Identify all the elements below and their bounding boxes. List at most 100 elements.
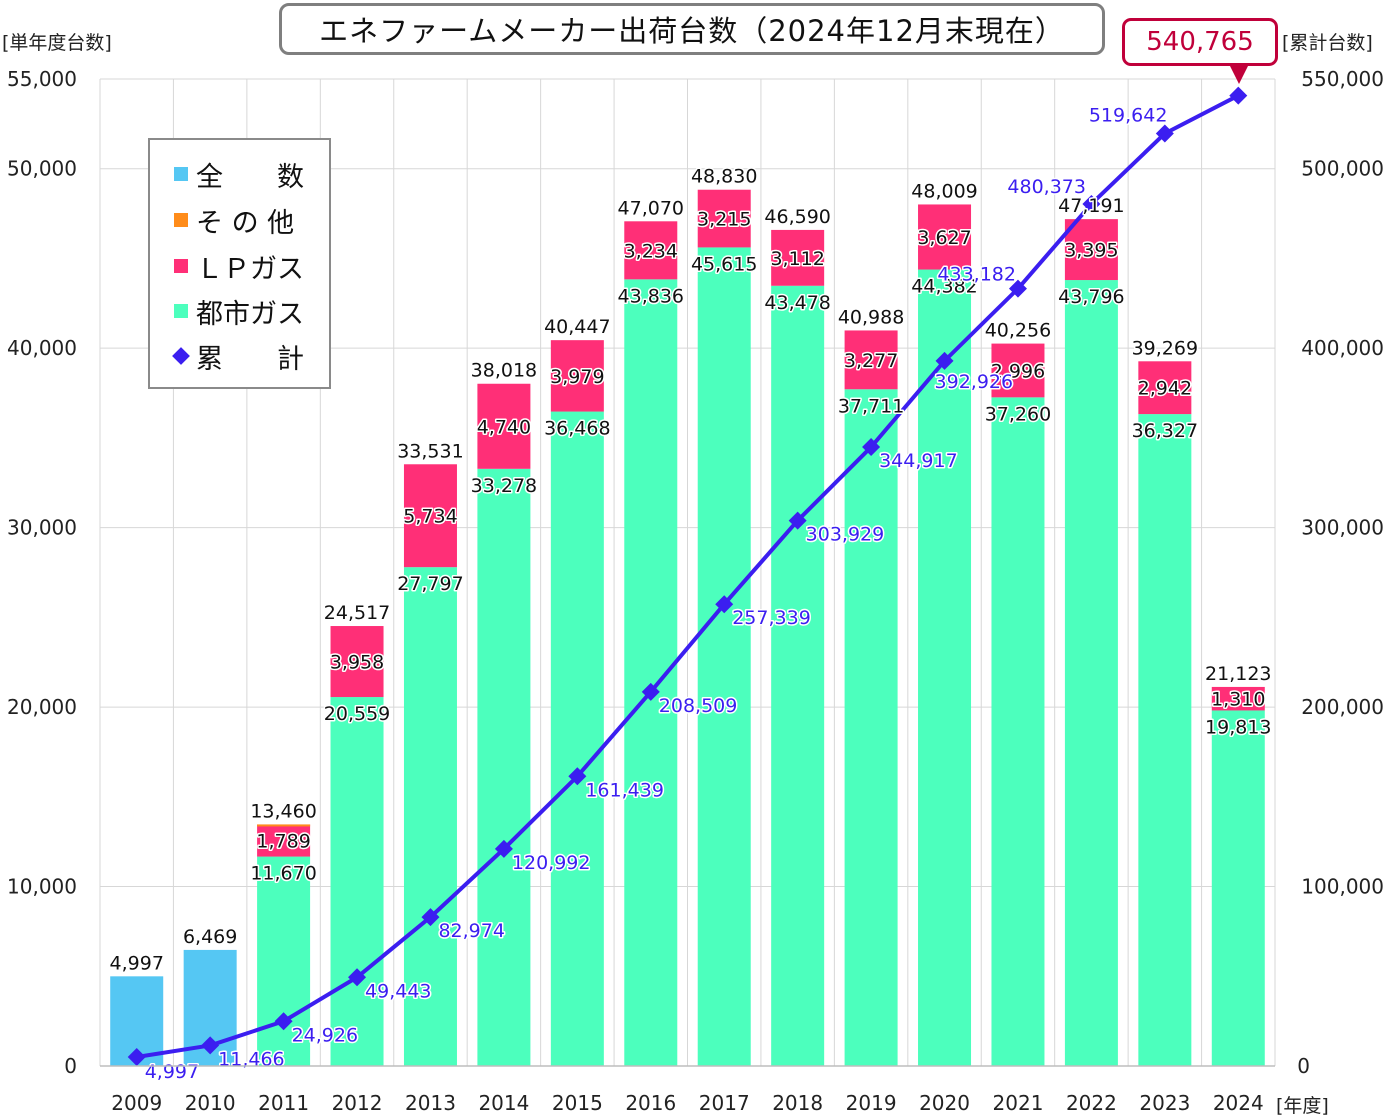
bar-city-gas: [257, 856, 311, 1066]
total-value-label: 48,009: [911, 180, 977, 202]
legend-item-city-gas: 都市ガス: [174, 293, 324, 330]
y-left-tick-label: 55,000: [7, 67, 77, 91]
total-value-label: 40,447: [544, 316, 610, 338]
cumulative-value-label: 11,466: [218, 1048, 284, 1070]
cumulative-marker: [201, 1036, 220, 1055]
city-gas-value-label: 20,559: [324, 703, 390, 725]
lp-gas-value-label: 3,277: [844, 350, 898, 372]
cumulative-line-layer: [127, 86, 1248, 1067]
city-gas-value-label: 45,615: [691, 253, 757, 275]
bar-lp-gas: [550, 340, 604, 412]
cumulative-marker: [1155, 124, 1174, 143]
cumulative-value-label: 82,974: [438, 920, 504, 942]
bar-city-gas: [550, 411, 604, 1066]
x-tick-label: 2014: [478, 1091, 529, 1115]
cumulative-value-label: 120,992: [512, 852, 591, 874]
total-value-label: 13,460: [250, 800, 316, 822]
lp-gas-value-label: 3,979: [550, 366, 604, 388]
lp-gas-value-label: 4,740: [477, 416, 531, 438]
total-value-label: 33,531: [397, 440, 463, 462]
x-axis-unit: [年度]: [1276, 1095, 1329, 1117]
callout-pointer: [1229, 64, 1249, 84]
right-axis-unit: [累計台数]: [1282, 32, 1373, 54]
bar-lp-gas: [330, 626, 384, 698]
x-tick-label: 2017: [699, 1091, 750, 1115]
x-tick-label: 2012: [332, 1091, 383, 1115]
lp-gas-value-label: 1,310: [1211, 689, 1265, 711]
cumulative-marker: [421, 908, 440, 927]
city-gas-value-label: 36,327: [1132, 420, 1198, 442]
bar-lp-gas: [1138, 361, 1192, 415]
cumulative-value-label: 392,926: [935, 371, 1014, 393]
x-tick-label: 2010: [185, 1091, 236, 1115]
x-tick-label: 2009: [111, 1091, 162, 1115]
y-right-tick-label: 100,000: [1301, 875, 1384, 899]
lp-gas-value-label: 3,958: [330, 652, 384, 674]
total-value-label: 39,269: [1132, 337, 1198, 359]
y-right-tick-label: 500,000: [1301, 157, 1384, 181]
y-left-tick-label: 30,000: [7, 516, 77, 540]
cumulative-value-label: 161,439: [585, 779, 664, 801]
bar-lp-gas: [624, 221, 678, 280]
cumulative-marker: [1008, 279, 1027, 298]
city-gas-value-label: 11,670: [250, 863, 316, 885]
bars-layer: [110, 189, 1265, 1067]
bar-lp-gas: [771, 229, 825, 286]
y-right-tick-label: 550,000: [1301, 67, 1384, 91]
x-tick-label: 2019: [846, 1091, 897, 1115]
total-value-label: 38,018: [471, 360, 537, 382]
cumulative-value-label: 344,917: [879, 450, 958, 472]
legend-label-lp-gas: ＬＰガス: [196, 253, 304, 285]
total-value-label: 47,191: [1058, 195, 1124, 217]
total-value-label: 40,256: [985, 320, 1051, 342]
cumulative-value-label: 519,642: [1089, 104, 1168, 126]
cumulative-marker: [568, 767, 587, 786]
city-gas-value-label: 27,797: [397, 573, 463, 595]
legend-swatch-other: [174, 213, 188, 227]
total-value-label: 4,997: [110, 952, 164, 974]
chart-title: エネファームメーカー出荷台数（2024年12月末現在）: [279, 3, 1105, 55]
bar-lp-gas: [991, 343, 1045, 398]
bar-lp-gas: [844, 330, 898, 390]
city-gas-value-label: 33,278: [471, 475, 537, 497]
x-tick-label: 2020: [919, 1091, 970, 1115]
cumulative-marker: [1229, 86, 1248, 105]
total-value-label: 46,590: [764, 206, 830, 228]
y-left-tick-label: 50,000: [7, 157, 77, 181]
lp-gas-value-label: 2,996: [991, 360, 1045, 382]
legend-item-total: 全 数: [174, 156, 324, 193]
bar-city-gas: [1211, 710, 1265, 1066]
legend-item-cumulative: 累 計: [172, 338, 324, 375]
legend-item-lp-gas: ＬＰガス: [174, 248, 324, 285]
total-value-label: 40,988: [838, 306, 904, 328]
cumulative-value-label: 49,443: [365, 980, 431, 1002]
bar-city-gas: [477, 468, 531, 1066]
cumulative-marker: [494, 839, 513, 858]
city-gas-value-label: 19,813: [1205, 716, 1271, 738]
city-gas-value-label: 43,796: [1058, 286, 1124, 308]
bar-city-gas: [991, 397, 1045, 1066]
lp-gas-value-label: 3,215: [697, 209, 751, 231]
x-tick-label: 2018: [772, 1091, 823, 1115]
legend-item-other: そ の 他: [174, 202, 324, 239]
lp-gas-value-label: 3,112: [770, 248, 824, 270]
cumulative-line: [136, 93, 1240, 1060]
bar-lp-gas: [477, 383, 531, 469]
legend-label-other: そ の 他: [196, 207, 295, 239]
total-value-label: 21,123: [1205, 663, 1271, 685]
cumulative-value-label: 4,997: [145, 1061, 199, 1083]
cumulative-value-label: 208,509: [659, 695, 738, 717]
bar-lp-gas: [918, 204, 972, 270]
cumulative-marker: [935, 351, 954, 370]
legend-label-city-gas: 都市ガス: [196, 298, 304, 330]
city-gas-value-label: 36,468: [544, 418, 610, 440]
bar-lp-gas: [697, 189, 751, 248]
legend-swatch-lp-gas: [174, 259, 188, 273]
cumulative-value-label: 24,926: [292, 1024, 358, 1046]
legend-marker-cumulative: [172, 347, 190, 365]
bar-city-gas: [771, 285, 825, 1066]
cumulative-marker: [274, 1012, 293, 1031]
legend-swatch-city-gas: [174, 304, 188, 318]
bar-lp-gas: [403, 464, 457, 568]
